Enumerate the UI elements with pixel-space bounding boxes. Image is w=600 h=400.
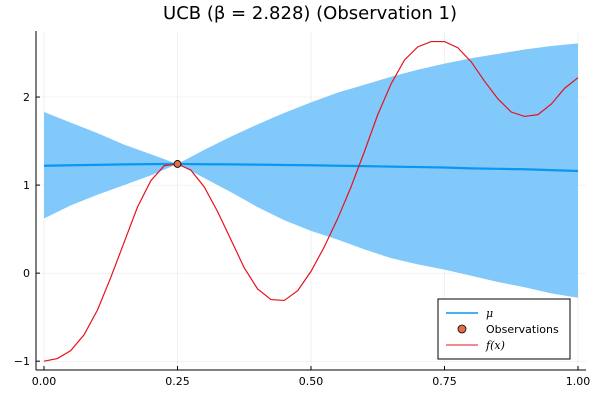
x-tick-label-2: 0.50 — [299, 375, 324, 388]
legend-observations-label: Observations — [486, 323, 559, 336]
y-tick-label-1: 0 — [23, 267, 30, 280]
x-tick-label-0: 0.00 — [32, 375, 57, 388]
y-tick-label-2: 1 — [23, 179, 30, 192]
legend-f-label: f(x) — [485, 339, 505, 352]
confidence-band — [44, 43, 578, 298]
x-tick-label-4: 1.00 — [566, 375, 591, 388]
legend-observations-swatch — [457, 324, 467, 334]
y-tick-label-3: 2 — [23, 91, 30, 104]
legend: μ Observations f(x) — [437, 298, 571, 360]
y-tick-label-0: −1 — [14, 355, 30, 368]
axes: 0.00 0.25 0.50 0.75 1.00 −1 0 1 2 — [14, 31, 590, 388]
x-tick-label-3: 0.75 — [432, 375, 457, 388]
legend-mu-label: μ — [486, 307, 493, 320]
confidence-band-layer — [44, 43, 578, 298]
x-tick-label-1: 0.25 — [165, 375, 190, 388]
mu-line — [43, 162, 579, 173]
f-line — [43, 40, 579, 362]
chart-title: UCB (β = 2.828) (Observation 1) — [163, 3, 457, 24]
observation-point-0 — [173, 160, 182, 168]
observations-layer — [173, 160, 182, 168]
series-layer — [43, 40, 579, 362]
